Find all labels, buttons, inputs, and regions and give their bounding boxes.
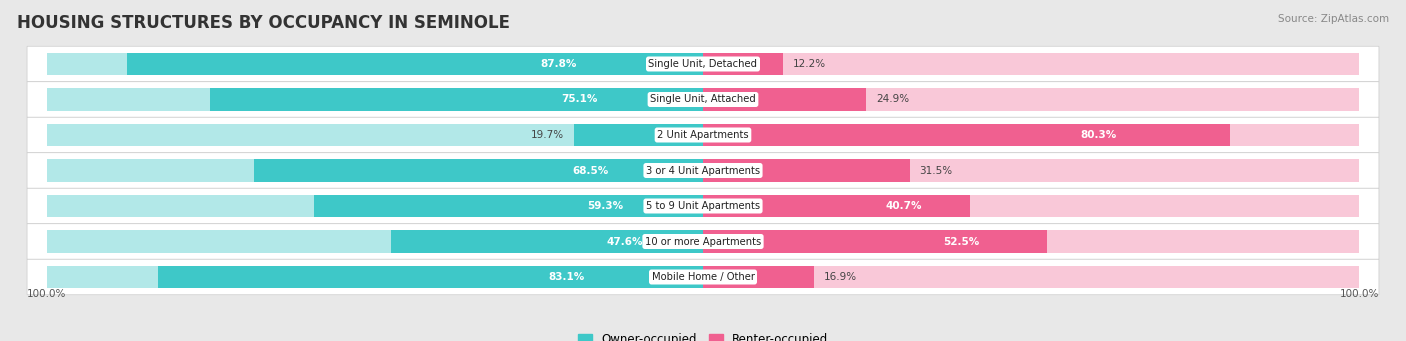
FancyBboxPatch shape xyxy=(27,224,1379,259)
Text: 47.6%: 47.6% xyxy=(606,237,643,247)
Bar xyxy=(703,266,814,288)
Text: 24.9%: 24.9% xyxy=(876,94,910,104)
Bar xyxy=(46,89,703,110)
Bar xyxy=(703,266,1360,288)
Bar xyxy=(703,160,1360,181)
Text: 16.9%: 16.9% xyxy=(824,272,856,282)
Text: 2 Unit Apartments: 2 Unit Apartments xyxy=(657,130,749,140)
Bar xyxy=(46,195,703,217)
FancyBboxPatch shape xyxy=(27,117,1379,153)
Bar xyxy=(211,89,703,110)
Text: 59.3%: 59.3% xyxy=(588,201,624,211)
Text: 19.7%: 19.7% xyxy=(531,130,564,140)
Text: 12.2%: 12.2% xyxy=(793,59,825,69)
Legend: Owner-occupied, Renter-occupied: Owner-occupied, Renter-occupied xyxy=(572,329,834,341)
Bar xyxy=(253,160,703,181)
FancyBboxPatch shape xyxy=(27,82,1379,117)
Text: Mobile Home / Other: Mobile Home / Other xyxy=(651,272,755,282)
FancyBboxPatch shape xyxy=(27,46,1379,82)
Bar xyxy=(46,231,703,252)
Bar xyxy=(703,53,1360,75)
Text: 5 to 9 Unit Apartments: 5 to 9 Unit Apartments xyxy=(645,201,761,211)
Bar xyxy=(391,231,703,252)
Bar xyxy=(703,195,1360,217)
Text: Single Unit, Detached: Single Unit, Detached xyxy=(648,59,758,69)
Text: Single Unit, Attached: Single Unit, Attached xyxy=(650,94,756,104)
Text: 40.7%: 40.7% xyxy=(884,201,921,211)
Bar xyxy=(314,195,703,217)
Text: 10 or more Apartments: 10 or more Apartments xyxy=(645,237,761,247)
FancyBboxPatch shape xyxy=(27,153,1379,188)
Bar xyxy=(46,124,703,146)
Text: 83.1%: 83.1% xyxy=(548,272,585,282)
Bar xyxy=(703,89,1360,110)
Bar xyxy=(703,160,910,181)
Bar xyxy=(46,266,703,288)
Bar xyxy=(703,124,1360,146)
FancyBboxPatch shape xyxy=(27,188,1379,224)
Bar xyxy=(46,160,703,181)
Text: 100.0%: 100.0% xyxy=(1340,289,1379,299)
Bar xyxy=(703,124,1230,146)
Bar xyxy=(703,195,970,217)
Bar xyxy=(574,124,703,146)
Text: 80.3%: 80.3% xyxy=(1080,130,1116,140)
Text: 68.5%: 68.5% xyxy=(572,165,609,176)
Bar xyxy=(703,231,1047,252)
Text: 100.0%: 100.0% xyxy=(27,289,66,299)
Text: 75.1%: 75.1% xyxy=(561,94,598,104)
Bar xyxy=(703,89,866,110)
Text: 52.5%: 52.5% xyxy=(943,237,980,247)
Bar xyxy=(703,231,1360,252)
Text: Source: ZipAtlas.com: Source: ZipAtlas.com xyxy=(1278,14,1389,24)
Text: 87.8%: 87.8% xyxy=(541,59,578,69)
Text: HOUSING STRUCTURES BY OCCUPANCY IN SEMINOLE: HOUSING STRUCTURES BY OCCUPANCY IN SEMIN… xyxy=(17,14,510,32)
Text: 31.5%: 31.5% xyxy=(920,165,953,176)
Text: 3 or 4 Unit Apartments: 3 or 4 Unit Apartments xyxy=(645,165,761,176)
FancyBboxPatch shape xyxy=(27,259,1379,295)
Bar xyxy=(157,266,703,288)
Bar xyxy=(703,53,783,75)
Bar xyxy=(46,53,703,75)
Bar xyxy=(127,53,703,75)
